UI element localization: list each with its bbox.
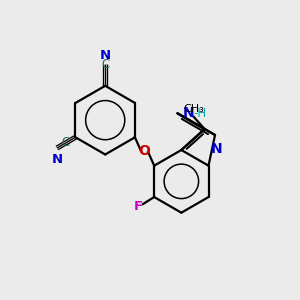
Text: F: F <box>134 200 143 213</box>
Text: N: N <box>100 49 111 62</box>
Text: N: N <box>183 106 194 120</box>
Text: C: C <box>61 136 69 149</box>
Text: N: N <box>211 142 222 156</box>
Text: O: O <box>139 145 151 158</box>
Text: C: C <box>101 58 109 71</box>
Text: -H: -H <box>193 107 206 120</box>
Text: CH₃: CH₃ <box>183 104 204 114</box>
Text: N: N <box>51 153 62 167</box>
